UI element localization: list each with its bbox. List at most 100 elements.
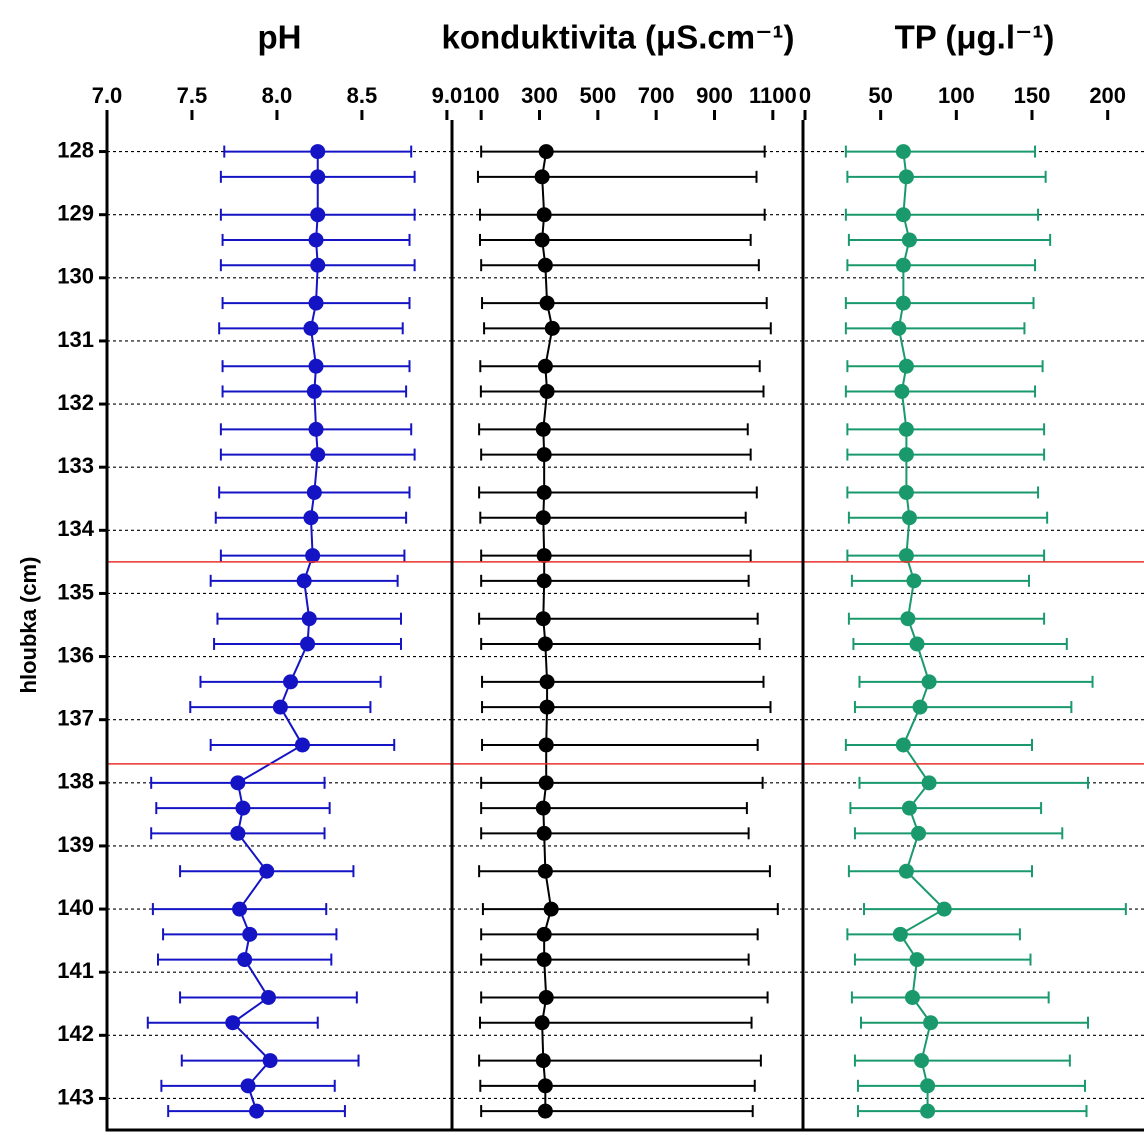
data-point bbox=[260, 989, 276, 1005]
data-point bbox=[539, 699, 555, 715]
error-bar bbox=[859, 1016, 1090, 1029]
data-point bbox=[898, 863, 914, 879]
error-bar bbox=[479, 233, 752, 246]
data-point bbox=[539, 383, 555, 399]
data-point bbox=[901, 800, 917, 816]
error-bar bbox=[844, 738, 1034, 751]
error-bar bbox=[481, 738, 759, 751]
error-bar bbox=[846, 259, 1037, 272]
data-point bbox=[536, 484, 552, 500]
data-point bbox=[535, 421, 551, 437]
error-bar bbox=[846, 423, 1046, 436]
data-point bbox=[534, 169, 550, 185]
error-bar bbox=[847, 233, 1052, 246]
data-point bbox=[920, 1078, 936, 1094]
x-tick-label: 8.0 bbox=[262, 83, 293, 108]
data-point bbox=[272, 699, 288, 715]
error-bar bbox=[846, 360, 1044, 373]
data-point bbox=[891, 320, 907, 336]
error-bar bbox=[846, 928, 1021, 941]
data-point bbox=[310, 169, 326, 185]
y-tick-label: 128 bbox=[57, 137, 94, 162]
data-point bbox=[296, 573, 312, 589]
y-tick-label: 140 bbox=[57, 895, 94, 920]
data-point bbox=[895, 144, 911, 160]
x-tick-label: 9.0 bbox=[432, 83, 463, 108]
y-tick-label: 136 bbox=[57, 642, 94, 667]
error-bar bbox=[858, 675, 1094, 688]
series-line bbox=[231, 151, 319, 1112]
data-point bbox=[906, 573, 922, 589]
error-bar bbox=[847, 612, 1046, 625]
error-bar bbox=[846, 486, 1040, 499]
data-point bbox=[537, 1103, 553, 1119]
x-tick-label: 100 bbox=[938, 83, 975, 108]
error-bar bbox=[480, 827, 750, 840]
data-point bbox=[538, 775, 554, 791]
error-bar bbox=[852, 637, 1068, 650]
data-point bbox=[262, 1053, 278, 1069]
data-point bbox=[310, 144, 326, 160]
error-bar bbox=[853, 953, 1032, 966]
data-point bbox=[308, 358, 324, 374]
data-point bbox=[535, 611, 551, 627]
data-point bbox=[920, 1103, 936, 1119]
error-bar bbox=[847, 511, 1049, 524]
x-tick-label: 1100 bbox=[749, 83, 797, 108]
y-tick-label: 129 bbox=[57, 201, 94, 226]
data-point bbox=[538, 989, 554, 1005]
data-point bbox=[536, 573, 552, 589]
data-point bbox=[936, 901, 952, 917]
y-tick-label: 135 bbox=[57, 579, 94, 604]
error-bar bbox=[480, 802, 748, 815]
data-point bbox=[921, 775, 937, 791]
data-point bbox=[904, 989, 920, 1005]
y-tick-label: 137 bbox=[57, 706, 94, 731]
error-bar bbox=[478, 423, 749, 436]
x-tick-label: 700 bbox=[638, 83, 675, 108]
data-point bbox=[536, 447, 552, 463]
data-point bbox=[912, 699, 928, 715]
data-point bbox=[306, 383, 322, 399]
y-tick-label: 133 bbox=[57, 453, 94, 478]
x-tick-label: 7.5 bbox=[177, 83, 208, 108]
error-bar bbox=[479, 360, 761, 373]
error-bar bbox=[479, 511, 747, 524]
data-point bbox=[303, 510, 319, 526]
panel-title: pH bbox=[258, 19, 302, 56]
data-point bbox=[235, 800, 251, 816]
data-point bbox=[898, 358, 914, 374]
data-point bbox=[538, 144, 554, 160]
x-tick-label: 200 bbox=[1089, 83, 1126, 108]
panel-title: TP (μg.l⁻¹) bbox=[895, 19, 1055, 56]
data-point bbox=[536, 207, 552, 223]
data-point bbox=[310, 447, 326, 463]
data-point bbox=[538, 737, 554, 753]
data-point bbox=[306, 484, 322, 500]
y-tick-label: 131 bbox=[57, 327, 94, 352]
data-point bbox=[283, 674, 299, 690]
error-bar bbox=[849, 802, 1043, 815]
y-axis-label: hloubka (cm) bbox=[16, 557, 41, 694]
error-bar bbox=[476, 170, 758, 183]
error-bar bbox=[478, 612, 759, 625]
data-point bbox=[536, 952, 552, 968]
error-bar bbox=[844, 145, 1037, 158]
panel-title: konduktivita (μS.cm⁻¹) bbox=[442, 19, 795, 56]
y-tick-label: 132 bbox=[57, 390, 94, 415]
data-point bbox=[539, 295, 555, 311]
data-point bbox=[536, 926, 552, 942]
error-bar bbox=[478, 486, 758, 499]
data-point bbox=[537, 257, 553, 273]
error-bar bbox=[478, 865, 771, 878]
data-point bbox=[230, 775, 246, 791]
data-point bbox=[535, 1053, 551, 1069]
data-point bbox=[898, 548, 914, 564]
error-bar bbox=[850, 574, 1030, 587]
error-bar bbox=[844, 297, 1035, 310]
error-bar bbox=[481, 701, 772, 714]
y-tick-label: 130 bbox=[57, 264, 94, 289]
error-bar bbox=[480, 637, 761, 650]
x-tick-label: 900 bbox=[696, 83, 733, 108]
